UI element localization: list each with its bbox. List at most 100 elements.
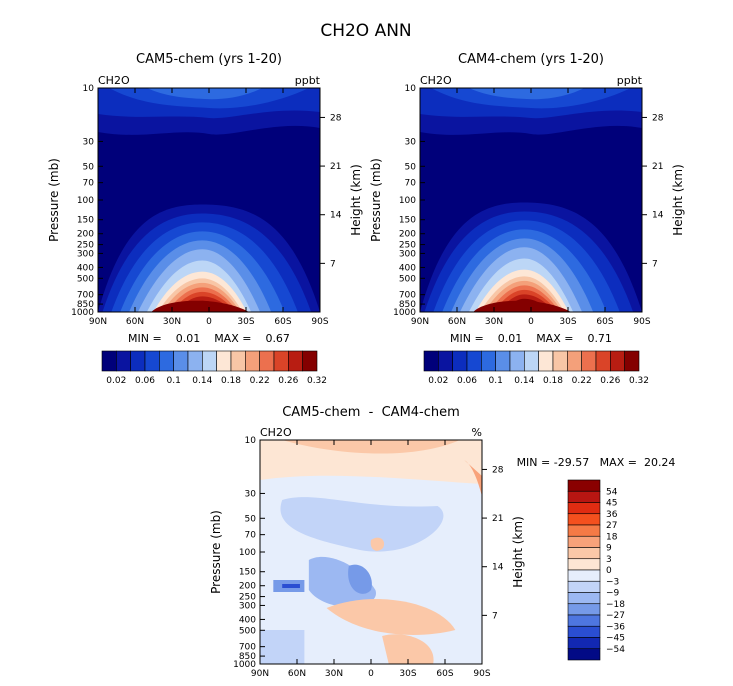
y-tick-label: 700 bbox=[399, 291, 416, 301]
contour-band bbox=[282, 440, 460, 454]
y-tick-label: 150 bbox=[77, 216, 94, 226]
y-tick-label: 250 bbox=[77, 241, 94, 251]
colorbar-swatch bbox=[595, 350, 611, 372]
colorbar-label: 3 bbox=[606, 555, 612, 565]
colorbar-swatch bbox=[581, 350, 597, 372]
panel-title: CAM5-chem - CAM4-chem bbox=[282, 405, 460, 420]
contour-band bbox=[348, 564, 372, 594]
y-tick-label: 700 bbox=[239, 643, 256, 653]
x-tick-label: 60S bbox=[596, 317, 613, 327]
x-tick-label: 90S bbox=[633, 317, 650, 327]
y-tick-label: 500 bbox=[77, 274, 94, 284]
colorbar-label: 0.26 bbox=[278, 376, 298, 386]
colorbar-swatch bbox=[288, 350, 303, 372]
y2-axis-ticks: 28 21 14 7 bbox=[482, 465, 504, 621]
x-tick-label: 30S bbox=[559, 317, 576, 327]
colorbar-swatch bbox=[567, 535, 601, 548]
colorbar-label: 0.32 bbox=[307, 376, 327, 386]
colorbar-swatch bbox=[202, 350, 217, 372]
contour-field bbox=[260, 440, 482, 664]
y2-tick-label: 28 bbox=[330, 113, 342, 123]
y2-tick-label: 7 bbox=[492, 611, 498, 621]
y-tick-label: 200 bbox=[239, 582, 256, 592]
colorbar-swatch bbox=[423, 350, 439, 372]
colorbar-swatch bbox=[567, 580, 601, 593]
y-tick-label: 150 bbox=[399, 216, 416, 226]
y-tick-label: 300 bbox=[399, 249, 416, 259]
colorbar-swatch bbox=[273, 350, 289, 372]
y-tick-label: 70 bbox=[405, 179, 417, 189]
x-tick-label: 60N bbox=[448, 317, 466, 327]
colorbar-label: 0.1 bbox=[489, 376, 503, 386]
colorbar-swatch bbox=[610, 350, 625, 372]
y2-axis-ticks: 28 21 14 7 bbox=[642, 113, 664, 269]
y-tick-label: 1000 bbox=[233, 660, 256, 670]
y-tick-label: 30 bbox=[405, 137, 417, 147]
panel-cam4: CAM4-chem (yrs 1-20) CH2O ppbt 90N 60N 30N… bbox=[369, 52, 685, 386]
x-tick-label: 60S bbox=[274, 317, 291, 327]
contour-band bbox=[473, 300, 571, 312]
colorbar-label: 0.22 bbox=[572, 376, 592, 386]
colorbar-label: 0.18 bbox=[543, 376, 563, 386]
y-tick-label: 70 bbox=[245, 531, 257, 541]
y-tick-label: 500 bbox=[239, 626, 256, 636]
colorbar-label: 0.26 bbox=[600, 376, 620, 386]
y-tick-label: 400 bbox=[399, 263, 416, 273]
y-tick-label: 150 bbox=[239, 568, 256, 578]
variable-label: CH2O bbox=[98, 74, 130, 87]
y-tick-label: 50 bbox=[83, 162, 95, 172]
y-tick-label: 30 bbox=[245, 489, 257, 499]
contour-band bbox=[282, 584, 300, 588]
y-tick-label: 500 bbox=[399, 274, 416, 284]
x-tick-label: 90S bbox=[311, 317, 328, 327]
min-max-stats: MIN = 0.01 MAX = 0.71 bbox=[450, 332, 612, 345]
colorbar-swatch bbox=[567, 513, 601, 526]
colorbar-swatch bbox=[101, 350, 117, 372]
y-tick-label: 100 bbox=[399, 196, 416, 206]
y-axis-label: Pressure (mb) bbox=[47, 158, 61, 242]
units-label: % bbox=[472, 426, 482, 439]
colorbar-swatch bbox=[481, 350, 496, 372]
colorbar-swatch bbox=[524, 350, 539, 372]
colorbar-swatch bbox=[567, 648, 601, 661]
y-tick-label: 400 bbox=[239, 615, 256, 625]
y-tick-label: 300 bbox=[239, 601, 256, 611]
variable-label: CH2O bbox=[420, 74, 452, 87]
colorbar-label: 27 bbox=[606, 521, 617, 531]
colorbar-label: 0.02 bbox=[106, 376, 126, 386]
y2-axis-ticks: 28 21 14 7 bbox=[320, 113, 342, 269]
y-tick-label: 30 bbox=[83, 137, 95, 147]
y2-tick-label: 7 bbox=[652, 259, 658, 269]
contour-band bbox=[308, 556, 376, 607]
colorbar-label: 0.06 bbox=[457, 376, 477, 386]
x-tick-label: 0 bbox=[206, 317, 212, 327]
x-tick-label: 90S bbox=[473, 669, 490, 679]
colorbar-label: 9 bbox=[606, 544, 612, 554]
y-tick-label: 1000 bbox=[393, 308, 416, 318]
x-tick-label: 0 bbox=[528, 317, 534, 327]
colorbar-swatch bbox=[567, 558, 601, 571]
x-tick-label: 30N bbox=[163, 317, 181, 327]
y2-tick-label: 21 bbox=[330, 162, 341, 172]
y-tick-label: 700 bbox=[77, 291, 94, 301]
panel-cam5: CAM5-chem (yrs 1-20) CH2O ppbt 90N 60N 30N… bbox=[47, 52, 363, 386]
y-tick-label: 850 bbox=[77, 300, 94, 310]
contour-band bbox=[280, 497, 444, 552]
colorbar-swatch bbox=[567, 524, 601, 537]
colorbar-swatch bbox=[466, 350, 482, 372]
colorbar-swatch bbox=[216, 350, 232, 372]
y2-tick-label: 21 bbox=[652, 162, 663, 172]
y-tick-label: 1000 bbox=[71, 308, 94, 318]
colorbar-label: 0.06 bbox=[135, 376, 155, 386]
y2-tick-label: 28 bbox=[492, 465, 504, 475]
colorbar-label: 18 bbox=[606, 532, 618, 542]
colorbar-label: 0 bbox=[606, 566, 612, 576]
colorbar-swatch bbox=[116, 350, 131, 372]
colorbar-swatch bbox=[567, 614, 601, 627]
colorbar-swatch bbox=[567, 490, 601, 503]
y-tick-label: 100 bbox=[77, 196, 94, 206]
panel-title: CAM4-chem (yrs 1-20) bbox=[458, 52, 604, 67]
